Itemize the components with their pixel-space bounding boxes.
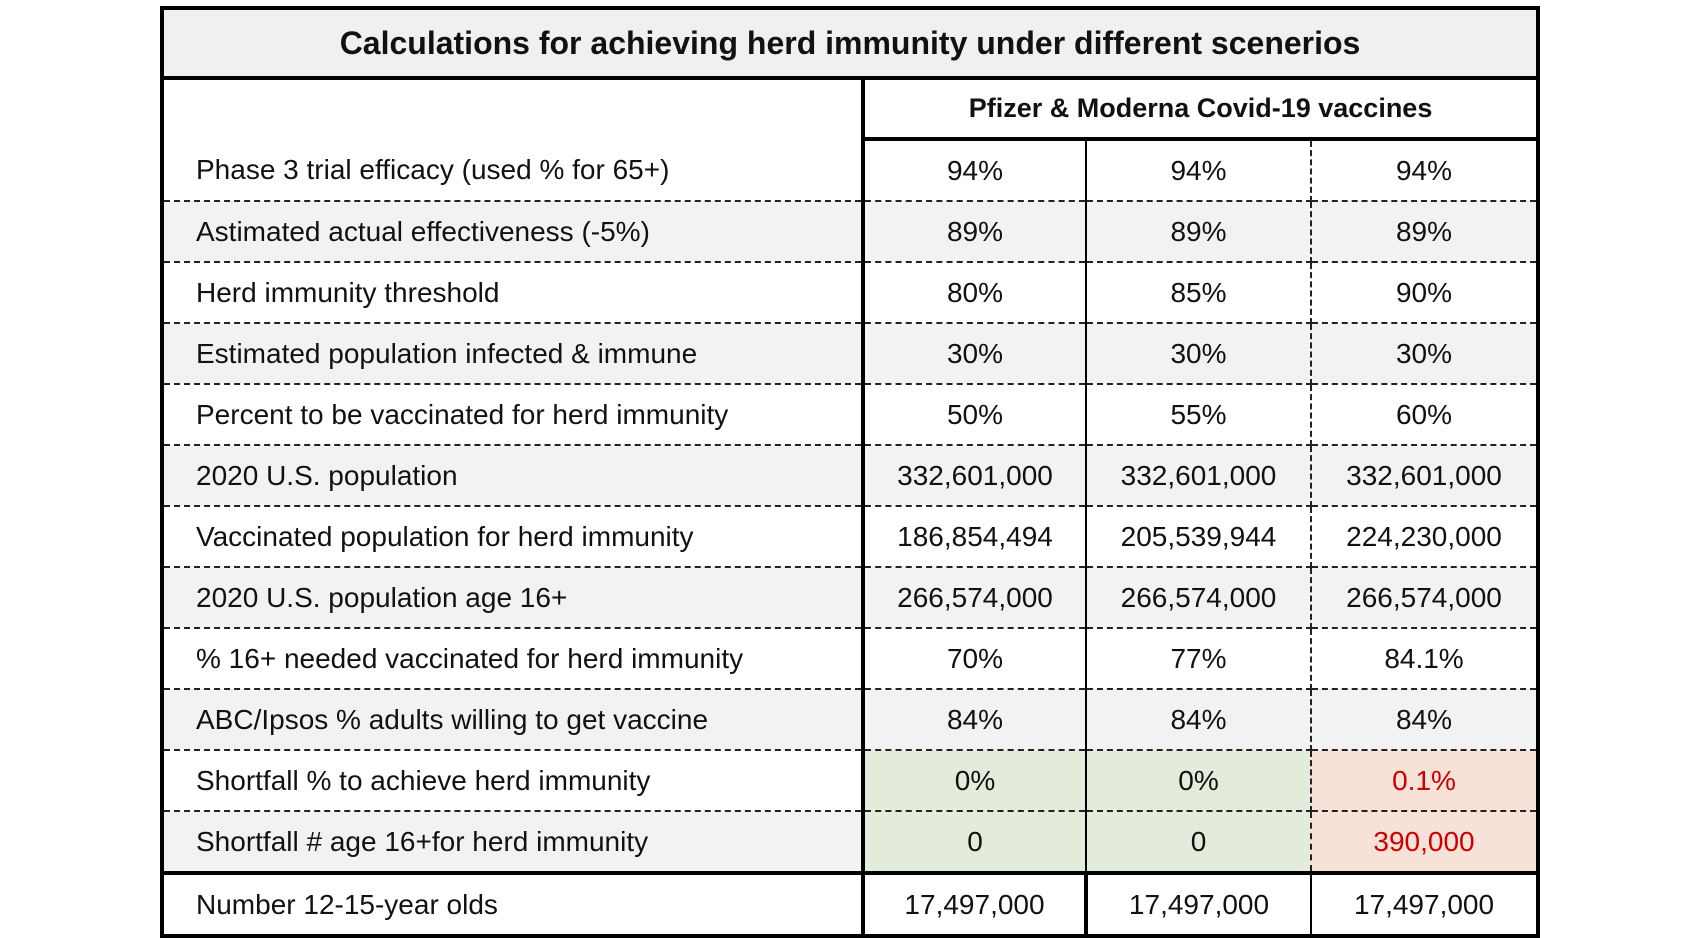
row-label: ABC/Ipsos % adults willing to get vaccin…: [162, 689, 865, 751]
table-row: 2020 U.S. population age 16+ 266,574,000…: [162, 567, 1539, 629]
herd-immunity-table: Calculations for achieving herd immunity…: [160, 6, 1541, 938]
table-row-shortfall-number: Shortfall # age 16+for herd immunity 0 0…: [162, 811, 1539, 874]
row-value: 266,574,000: [863, 567, 1087, 629]
row-value-ok: 0: [1086, 811, 1312, 874]
table-row: Vaccinated population for herd immunity …: [162, 506, 1539, 568]
table-row: 2020 U.S. population 332,601,000 332,601…: [162, 445, 1539, 507]
row-value: 30%: [1311, 323, 1539, 385]
row-value: 89%: [1311, 201, 1539, 263]
table-row: Phase 3 trial efficacy (used % for 65+) …: [162, 139, 1539, 202]
row-value: 266,574,000: [1086, 567, 1312, 629]
row-value: 17,497,000: [1086, 871, 1312, 936]
row-value: 186,854,494: [863, 506, 1087, 568]
row-value-shortfall: 390,000: [1311, 811, 1539, 874]
table-row: Percent to be vaccinated for herd immuni…: [162, 384, 1539, 446]
vaccine-header: Pfizer & Moderna Covid-19 vaccines: [863, 78, 1539, 141]
row-value: 50%: [863, 384, 1087, 446]
row-value: 84%: [863, 689, 1087, 751]
row-value: 332,601,000: [1086, 445, 1312, 507]
row-value: 30%: [863, 323, 1087, 385]
table-row: % 16+ needed vaccinated for herd immunit…: [162, 628, 1539, 690]
row-value: 90%: [1311, 262, 1539, 324]
header-row: Pfizer & Moderna Covid-19 vaccines: [162, 78, 1539, 141]
row-label: Shortfall # age 16+for herd immunity: [162, 811, 865, 874]
row-label: 2020 U.S. population age 16+: [162, 567, 865, 629]
row-value: 17,497,000: [1311, 871, 1539, 936]
row-value: 224,230,000: [1311, 506, 1539, 568]
row-value: 70%: [863, 628, 1087, 690]
table-row: Herd immunity threshold 80% 85% 90%: [162, 262, 1539, 324]
table-title: Calculations for achieving herd immunity…: [162, 8, 1539, 80]
row-value-ok: 0: [863, 811, 1087, 874]
table-row: Number 12-15-year olds 17,497,000 17,497…: [162, 871, 1539, 936]
row-value: 77%: [1086, 628, 1312, 690]
row-value-ok: 0%: [1086, 750, 1312, 812]
header-blank-cell: [162, 78, 865, 139]
row-label: Shortfall % to achieve herd immunity: [162, 750, 865, 812]
row-value: 84%: [1086, 689, 1312, 751]
table-row-shortfall-percent: Shortfall % to achieve herd immunity 0% …: [162, 750, 1539, 812]
row-label: Vaccinated population for herd immunity: [162, 506, 865, 568]
row-value: 30%: [1086, 323, 1312, 385]
row-value: 94%: [863, 139, 1087, 202]
row-value: 55%: [1086, 384, 1312, 446]
row-value: 94%: [1311, 139, 1539, 202]
row-label: Phase 3 trial efficacy (used % for 65+): [162, 139, 865, 202]
row-value-shortfall: 0.1%: [1311, 750, 1539, 812]
row-value: 89%: [1086, 201, 1312, 263]
row-label: Herd immunity threshold: [162, 262, 865, 324]
row-value: 84.1%: [1311, 628, 1539, 690]
title-row: Calculations for achieving herd immunity…: [162, 8, 1539, 80]
row-value: 266,574,000: [1311, 567, 1539, 629]
row-value: 17,497,000: [863, 871, 1088, 936]
row-label: Estimated population infected & immune: [162, 323, 865, 385]
row-label: Astimated actual effectiveness (-5%): [162, 201, 865, 263]
row-label: Percent to be vaccinated for herd immuni…: [162, 384, 865, 446]
row-label: Number 12-15-year olds: [162, 871, 865, 936]
table-row: Astimated actual effectiveness (-5%) 89%…: [162, 201, 1539, 263]
row-value: 84%: [1311, 689, 1539, 751]
table-row: ABC/Ipsos % adults willing to get vaccin…: [162, 689, 1539, 751]
row-value: 80%: [863, 262, 1087, 324]
row-value: 205,539,944: [1086, 506, 1312, 568]
row-value: 60%: [1311, 384, 1539, 446]
row-value-ok: 0%: [863, 750, 1087, 812]
row-value: 89%: [863, 201, 1087, 263]
row-label: 2020 U.S. population: [162, 445, 865, 507]
row-value: 332,601,000: [863, 445, 1087, 507]
row-value: 332,601,000: [1311, 445, 1539, 507]
row-label: % 16+ needed vaccinated for herd immunit…: [162, 628, 865, 690]
row-value: 94%: [1086, 139, 1312, 202]
row-value: 85%: [1086, 262, 1312, 324]
table-row: Estimated population infected & immune 3…: [162, 323, 1539, 385]
